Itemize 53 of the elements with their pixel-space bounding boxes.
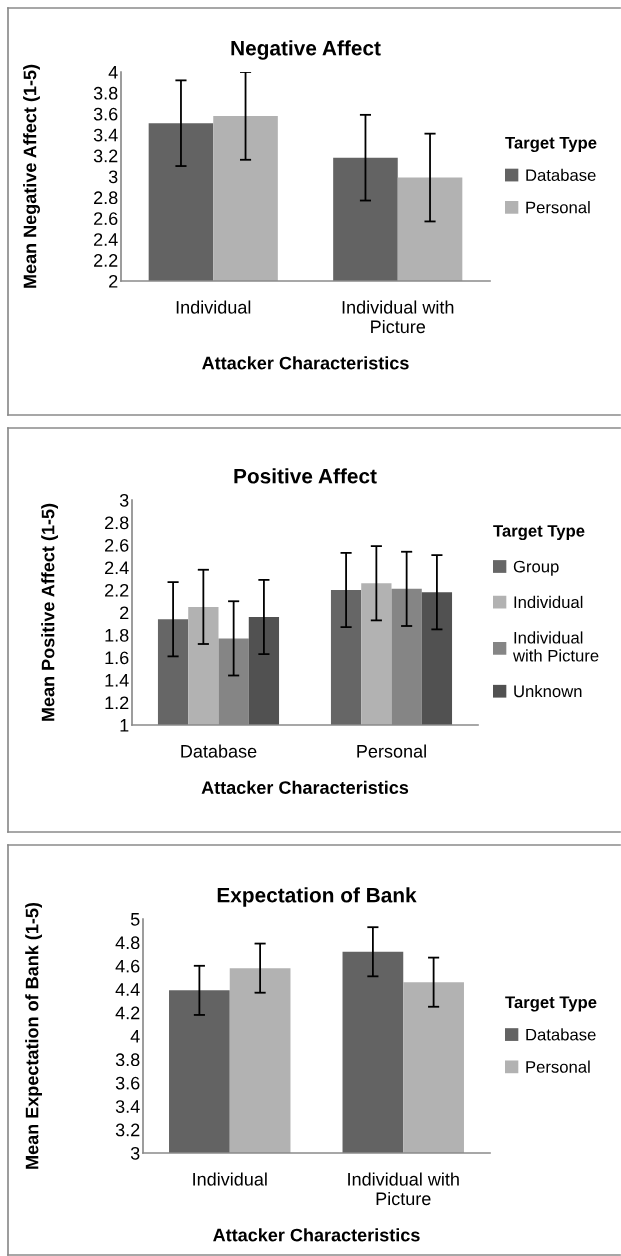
y-tick-label: 2.6: [94, 212, 118, 226]
y-tick-label: 4.8: [115, 936, 140, 950]
legend-label: Database: [526, 168, 596, 182]
y-tick-label: 1.8: [105, 628, 129, 642]
chart-title: Expectation of Bank: [217, 887, 417, 907]
y-axis-title: Mean Negative Affect (1-5): [23, 64, 40, 288]
y-tick-label: 2: [120, 606, 129, 620]
legend-label: Individual: [514, 595, 583, 609]
x-axis-title: Attacker Characteristics: [213, 1228, 420, 1242]
y-tick-label: 4.4: [115, 983, 140, 996]
y-tick-label: 3: [108, 170, 118, 184]
y-tick-label: 2.8: [105, 516, 129, 530]
legend-label: Unknown: [514, 684, 582, 698]
y-tick-label: 3.2: [115, 1123, 140, 1137]
y-tick-label: 3.8: [115, 1053, 140, 1067]
legend-label: Group: [513, 560, 559, 576]
y-tick-label: 2: [109, 274, 118, 288]
y-tick-label: 4.2: [115, 1006, 140, 1020]
legend-title: Target Type: [505, 996, 597, 1012]
y-axis-title: Mean Positive Affect (1-5): [41, 503, 58, 721]
legend-label: Personal: [526, 1060, 590, 1073]
y-tick-label: 2.4: [105, 561, 129, 575]
chart-title: Negative Affect: [231, 40, 381, 60]
y-tick-label: 2.4: [94, 233, 118, 246]
y-tick-label: 4: [108, 66, 118, 79]
y-tick-label: 2.2: [105, 583, 129, 597]
y-tick-label: 3.6: [93, 107, 118, 121]
legend-label: Individual with Picture: [512, 631, 599, 662]
y-tick-label: 3.2: [93, 149, 118, 163]
legend-title: Target Type: [493, 525, 585, 541]
y-tick-label: 3.6: [115, 1076, 140, 1090]
chart-title: Positive Affect: [234, 468, 377, 484]
y-tick-label: 1: [120, 719, 129, 732]
y-tick-label: 5: [130, 913, 140, 926]
y-tick-label: 1.4: [105, 674, 129, 687]
y-tick-label: 1.6: [105, 651, 129, 665]
legend-label: Personal: [526, 201, 590, 214]
x-axis-title: Attacker Characteristics: [202, 356, 409, 370]
y-tick-label: 4: [130, 1030, 140, 1043]
y-tick-label: 3: [130, 1146, 140, 1160]
y-axis-title: Mean Expectation of Bank (1-5): [25, 902, 42, 1169]
y-tick-label: 2.8: [94, 191, 118, 205]
y-tick-label: 3.4: [93, 128, 118, 142]
y-tick-label: 3: [119, 493, 129, 507]
legend-title: Target Type: [505, 137, 597, 153]
y-tick-label: 2.6: [105, 538, 129, 552]
x-axis-title: Attacker Characteristics: [201, 780, 409, 794]
y-tick-label: 4.6: [115, 959, 140, 973]
legend-label: Database: [526, 1028, 596, 1041]
y-tick-label: 1.2: [105, 696, 129, 710]
y-tick-label: 2.2: [94, 254, 118, 267]
y-tick-label: 3.4: [115, 1100, 140, 1113]
y-tick-label: 3.8: [93, 86, 118, 100]
